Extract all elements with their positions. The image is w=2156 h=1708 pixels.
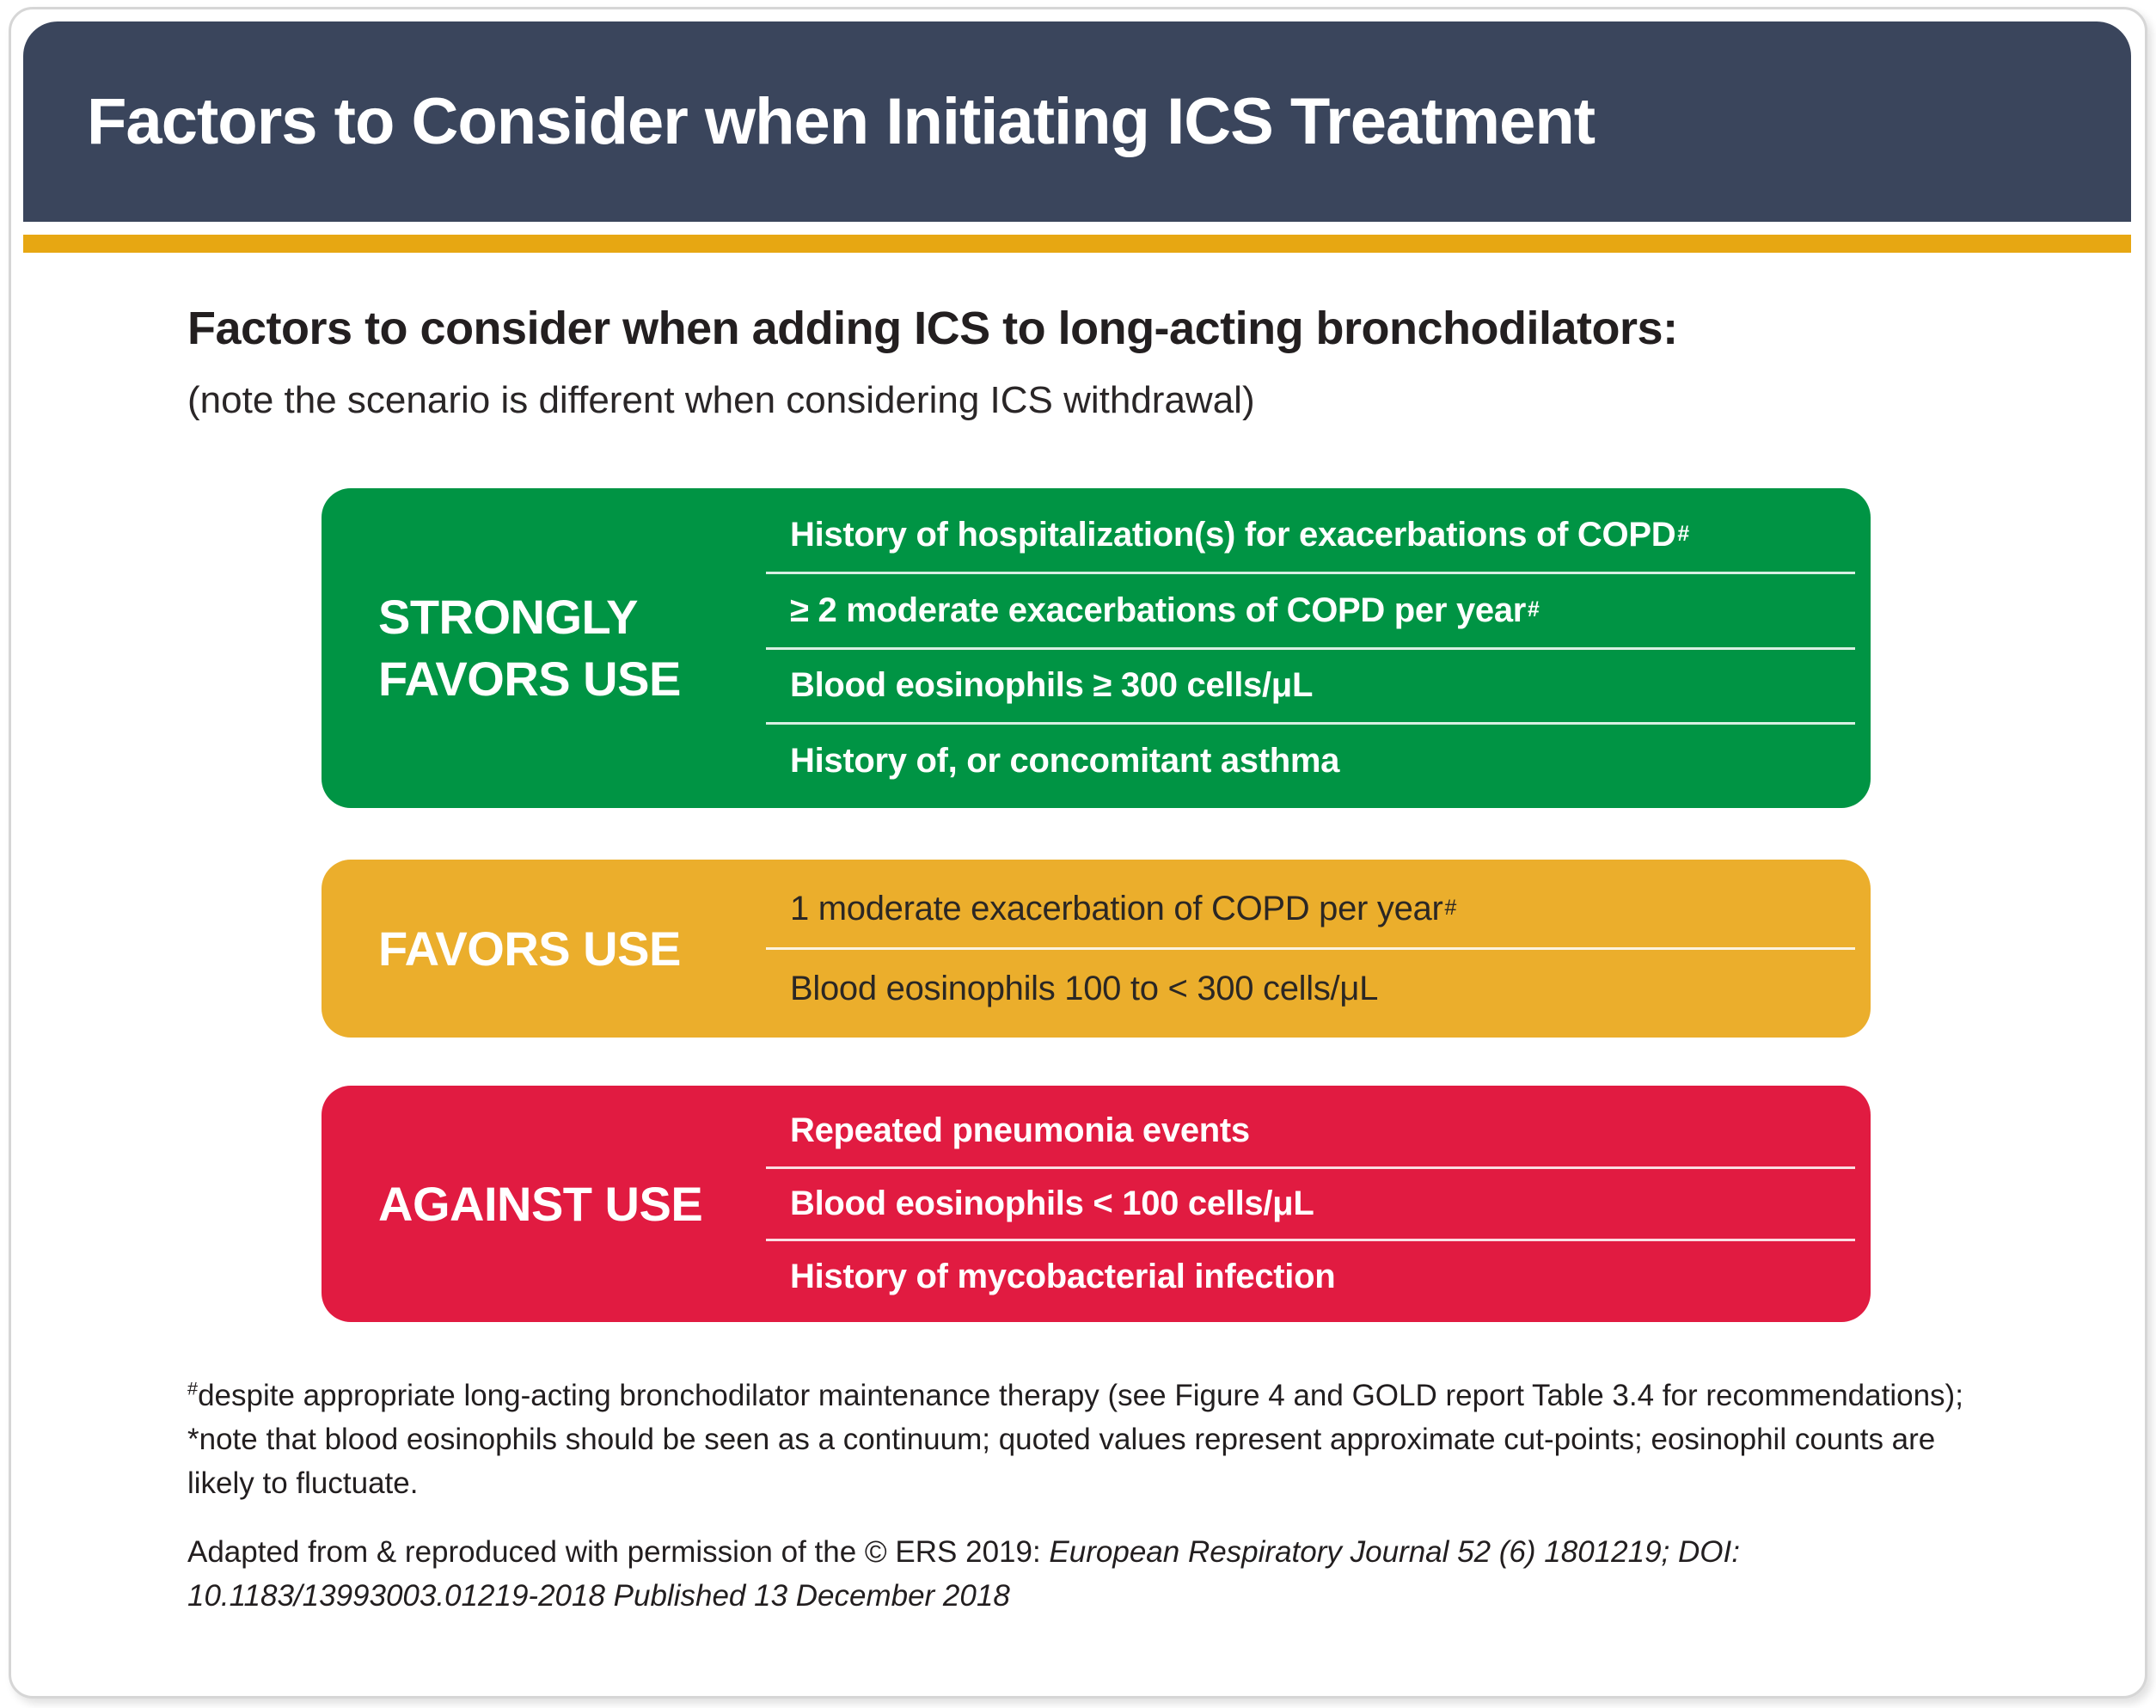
factor-item-text: Repeated pneumonia events — [790, 1111, 1250, 1150]
slide-card: Factors to Consider when Initiating ICS … — [9, 7, 2147, 1699]
footnote-marker: # — [187, 1377, 199, 1399]
strongly-favors-items: History of hospitalization(s) for exacer… — [766, 488, 1871, 808]
factor-item: History of mycobacterial infection — [766, 1239, 1855, 1312]
section-subheading: (note the scenario is different when con… — [187, 379, 1255, 421]
factor-item-text: Blood eosinophils ≥ 300 cells/μL — [790, 666, 1314, 705]
title-bar: Factors to Consider when Initiating ICS … — [23, 21, 2131, 222]
factor-item: ≥ 2 moderate exacerbations of COPD per y… — [766, 571, 1855, 647]
strongly-favors-box: STRONGLY FAVORS USE History of hospitali… — [322, 488, 1871, 808]
section-heading: Factors to consider when adding ICS to l… — [187, 303, 1678, 354]
factor-item: History of, or concomitant asthma — [766, 722, 1855, 798]
favors-items: 1 moderate exacerbation of COPD per year… — [766, 860, 1871, 1038]
factor-item: 1 moderate exacerbation of COPD per year… — [790, 889, 1457, 927]
attribution-citation: European Respiratory Journal 52 (6) 1801… — [187, 1535, 1740, 1613]
factor-item-text: 1 moderate exacerbation of COPD per year — [790, 889, 1443, 927]
favors-box: FAVORS USE 1 moderate exacerbation of CO… — [322, 860, 1871, 1038]
page-title: Factors to Consider when Initiating ICS … — [87, 85, 1596, 158]
factor-item-text: Blood eosinophils < 100 cells/μL — [790, 1185, 1314, 1222]
footnote-hash: #despite appropriate long-acting broncho… — [187, 1374, 2001, 1505]
factor-item-text: History of, or concomitant asthma — [790, 742, 1340, 781]
footnotes-section: #despite appropriate long-acting broncho… — [187, 1374, 2001, 1619]
against-box: AGAINST USE Repeated pneumonia events Bl… — [322, 1086, 1871, 1322]
factor-item-text: Blood eosinophils 100 to < 300 cells/μL — [790, 969, 1379, 1007]
factor-item: Blood eosinophils 100 to < 300 cells/μL — [766, 947, 1855, 1027]
factor-item: Blood eosinophils < 100 cells/μL — [766, 1166, 1855, 1240]
factor-item-text: History of mycobacterial infection — [790, 1257, 1336, 1295]
against-label: AGAINST USE — [378, 1176, 703, 1231]
against-items: Repeated pneumonia events Blood eosinoph… — [766, 1086, 1871, 1322]
factor-item: History of hospitalization(s) for exacer… — [790, 515, 1689, 554]
factor-item-text: History of hospitalization(s) for exacer… — [790, 515, 1676, 554]
gold-accent-bar — [23, 235, 2131, 253]
factor-item: Repeated pneumonia events — [766, 1096, 1855, 1166]
intro-section: Factors to consider when adding ICS to l… — [187, 302, 2036, 422]
footnote-text: despite appropriate long-acting bronchod… — [187, 1379, 1963, 1500]
factor-item: Blood eosinophils ≥ 300 cells/μL — [766, 646, 1855, 723]
strongly-favors-label: STRONGLY FAVORS USE — [378, 590, 681, 706]
footnote-attribution: Adapted from & reproduced with permissio… — [187, 1531, 2001, 1619]
attribution-text: Adapted from & reproduced with permissio… — [187, 1535, 1050, 1570]
factor-item-text: ≥ 2 moderate exacerbations of COPD per y… — [790, 591, 1527, 629]
favors-label: FAVORS USE — [378, 921, 681, 976]
